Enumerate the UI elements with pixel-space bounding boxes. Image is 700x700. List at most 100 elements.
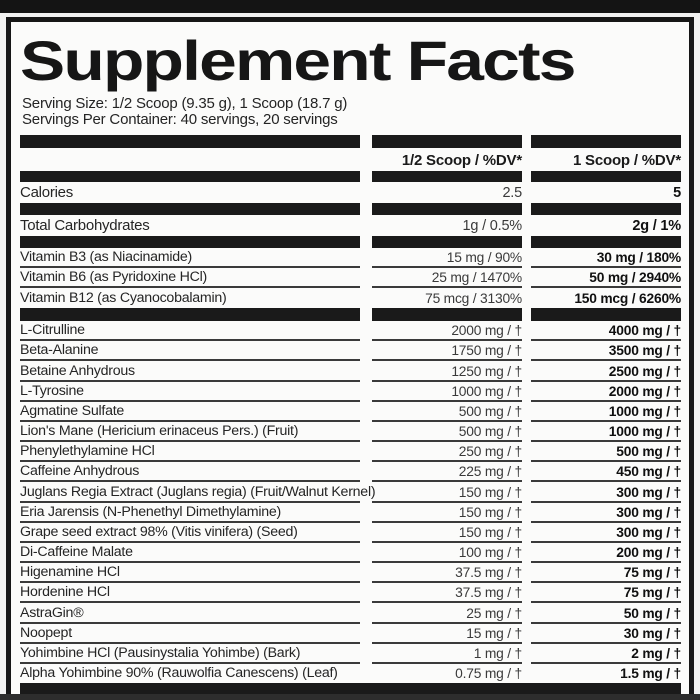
ingredient-row: Hordenine HCl 37.5 mg / † 75 mg / †	[20, 583, 681, 604]
half-scoop-amount: 225 mg / †	[372, 464, 522, 483]
ingredient-row: Beta-Alanine 1750 mg / † 3500 mg / †	[20, 341, 681, 362]
vitamin-row: Vitamin B12 (as Cyanocobalamin) 75 mcg / …	[20, 288, 681, 308]
panel-title: Supplement Facts	[20, 29, 576, 92]
ingredient-name: Phenylethylamine HCl	[20, 443, 360, 463]
one-scoop-amount: 50 mg / 2940%	[531, 270, 681, 288]
half-scoop-amount: 250 mg / †	[372, 444, 522, 463]
ingredient-name: Agmatine Sulfate	[20, 403, 360, 422]
ingredient-row: Juglans Regia Extract (Juglans regia) (F…	[20, 482, 681, 503]
column-gap	[522, 266, 531, 268]
nutrient-name: Calories	[20, 184, 74, 201]
total-carbohydrates-row: Total Carbohydrates 1g / 0.5% 2g / 1%	[20, 215, 681, 236]
half-scoop-amount: 100 mg / †	[372, 545, 522, 564]
vitamins-section: Vitamin B3 (as Niacinamide) 15 mg / 90% 30…	[20, 248, 681, 308]
section-divider-bar	[20, 171, 681, 182]
half-scoop-amount: 1 mg / †	[372, 646, 522, 664]
ingredient-name: Vitamin B3 (as Niacinamide)	[20, 249, 360, 268]
one-scoop-amount: 75 mg / †	[531, 565, 681, 584]
half-scoop-amount: 500 mg / †	[372, 424, 522, 443]
half-scoop-amount: 25 mg / 1470%	[372, 270, 522, 288]
one-scoop-amount: 300 mg / †	[531, 485, 681, 503]
one-scoop-amount: 3500 mg / †	[531, 343, 681, 362]
ingredient-row: Betaine Anhydrous 1250 mg / † 2500 mg / †	[20, 361, 681, 382]
ingredient-row: Caffeine Anhydrous 225 mg / † 450 mg / †	[20, 462, 681, 483]
ingredient-row: Noopept 15 mg / † 30 mg / †	[20, 624, 681, 644]
one-scoop-amount: 4000 mg / †	[531, 323, 681, 342]
nutrient-name: Total Carbohydrates	[20, 217, 150, 234]
vitamin-row: Vitamin B3 (as Niacinamide) 15 mg / 90% 30…	[20, 248, 681, 268]
half-scoop-amount: 150 mg / †	[372, 505, 522, 523]
one-scoop-amount: 2000 mg / †	[531, 384, 681, 402]
half-scoop-amount: 2000 mg / †	[372, 323, 522, 342]
one-scoop-amount: 500 mg / †	[531, 444, 681, 463]
ingredient-name: L-Citrulline	[20, 322, 360, 342]
ingredient-row: Alpha Yohimbine 90% (Rauwolfia Canescens…	[20, 664, 681, 683]
half-scoop-amount: 1250 mg / †	[372, 364, 522, 382]
ingredient-name: Di-Caffeine Malate	[20, 544, 360, 564]
half-scoop-amount: 150 mg / †	[372, 485, 522, 503]
one-scoop-amount: 300 mg / †	[531, 525, 681, 543]
ingredient-name: Grape seed extract 98% (Vitis vinifera) …	[20, 524, 360, 543]
one-scoop-amount: 50 mg / †	[531, 606, 681, 624]
ingredient-name: Vitamin B6 (as Pyridoxine HCl)	[20, 269, 360, 288]
ingredient-name: Hordenine HCl	[20, 584, 360, 604]
ingredient-name: Noopept	[20, 625, 360, 644]
panel-title-wrap: Supplement Facts	[20, 22, 681, 90]
half-scoop-amount: 37.5 mg / †	[372, 565, 522, 584]
section-divider-bar	[20, 135, 681, 148]
one-scoop-column-header: 1 Scoop / %DV*	[572, 152, 681, 169]
ingredient-row: Higenamine HCl 37.5 mg / † 75 mg / †	[20, 563, 681, 584]
ingredient-row: L-Citrulline 2000 mg / † 4000 mg / †	[20, 321, 681, 342]
one-scoop-amount: 30 mg / †	[531, 626, 681, 644]
ingredient-name: L-Tyrosine	[20, 383, 360, 402]
one-scoop-amount: 2 mg / †	[531, 646, 681, 664]
one-scoop-amount: 2g / 1%	[632, 218, 681, 234]
ingredient-name: Higenamine HCl	[20, 564, 360, 584]
one-scoop-amount: 5	[673, 185, 681, 201]
one-scoop-amount: 30 mg / 180%	[531, 250, 681, 268]
half-scoop-amount: 1750 mg / †	[372, 343, 522, 362]
ingredient-name: AstraGin®	[20, 605, 360, 624]
servings-per-container-line: Servings Per Container: 40 servings, 20 …	[22, 111, 338, 128]
section-divider-bar	[20, 203, 681, 215]
ingredient-row: Lion's Mane (Hericium erinaceus Pers.) (…	[20, 422, 681, 443]
calories-row: Calories 2.5 5	[20, 182, 681, 203]
spacer	[20, 128, 681, 135]
ingredient-row: Yohimbine HCl (Pausinystalia Yohimbe) (B…	[20, 644, 681, 664]
column-header-row: 1/2 Scoop / %DV* 1 Scoop / %DV*	[20, 148, 681, 171]
ingredient-name: Yohimbine HCl (Pausinystalia Yohimbe) (B…	[20, 645, 360, 664]
half-scoop-amount: 1g / 0.5%	[462, 218, 523, 234]
half-scoop-amount: 37.5 mg / †	[372, 585, 522, 604]
half-scoop-amount: 2.5	[502, 185, 522, 201]
photo-bottom-edge	[0, 694, 700, 700]
one-scoop-amount: 75 mg / †	[531, 585, 681, 604]
column-gap	[360, 286, 372, 288]
half-scoop-amount: 150 mg / †	[372, 525, 522, 543]
photo-top-edge	[0, 0, 700, 13]
one-scoop-amount: 300 mg / †	[531, 505, 681, 523]
ingredient-row: L-Tyrosine 1000 mg / † 2000 mg / †	[20, 382, 681, 402]
ingredient-name: Vitamin B12 (as Cyanocobalamin)	[20, 290, 227, 306]
ingredient-row: Di-Caffeine Malate 100 mg / † 200 mg / †	[20, 543, 681, 564]
ingredient-name: Eria Jarensis (N-Phenethyl Dimethylamine…	[20, 504, 360, 523]
ingredient-row: Phenylethylamine HCl 250 mg / † 500 mg / †	[20, 442, 681, 463]
one-scoop-amount: 200 mg / †	[531, 545, 681, 564]
half-scoop-amount: 75 mcg / 3130%	[425, 291, 522, 306]
half-scoop-column-header: 1/2 Scoop / %DV*	[401, 152, 522, 169]
column-gap	[360, 266, 372, 268]
ingredient-name: Betaine Anhydrous	[20, 363, 360, 382]
column-gap	[522, 286, 531, 288]
ingredient-row: Grape seed extract 98% (Vitis vinifera) …	[20, 523, 681, 543]
half-scoop-amount: 1000 mg / †	[372, 384, 522, 402]
vitamin-row: Vitamin B6 (as Pyridoxine HCl) 25 mg / 14…	[20, 268, 681, 288]
ingredient-row: Eria Jarensis (N-Phenethyl Dimethylamine…	[20, 503, 681, 523]
bottom-bar	[20, 683, 681, 696]
one-scoop-amount: 150 mcg / 6260%	[574, 291, 681, 306]
ingredient-name: Caffeine Anhydrous	[20, 463, 360, 483]
ingredient-name: Beta-Alanine	[20, 342, 360, 362]
ingredients-section: L-Citrulline 2000 mg / † 4000 mg / † Beta-A…	[20, 321, 681, 683]
one-scoop-amount: 2500 mg / †	[531, 364, 681, 382]
half-scoop-amount: 0.75 mg / †	[455, 666, 522, 682]
half-scoop-amount: 25 mg / †	[372, 606, 522, 624]
ingredient-row: Agmatine Sulfate 500 mg / † 1000 mg / †	[20, 402, 681, 422]
